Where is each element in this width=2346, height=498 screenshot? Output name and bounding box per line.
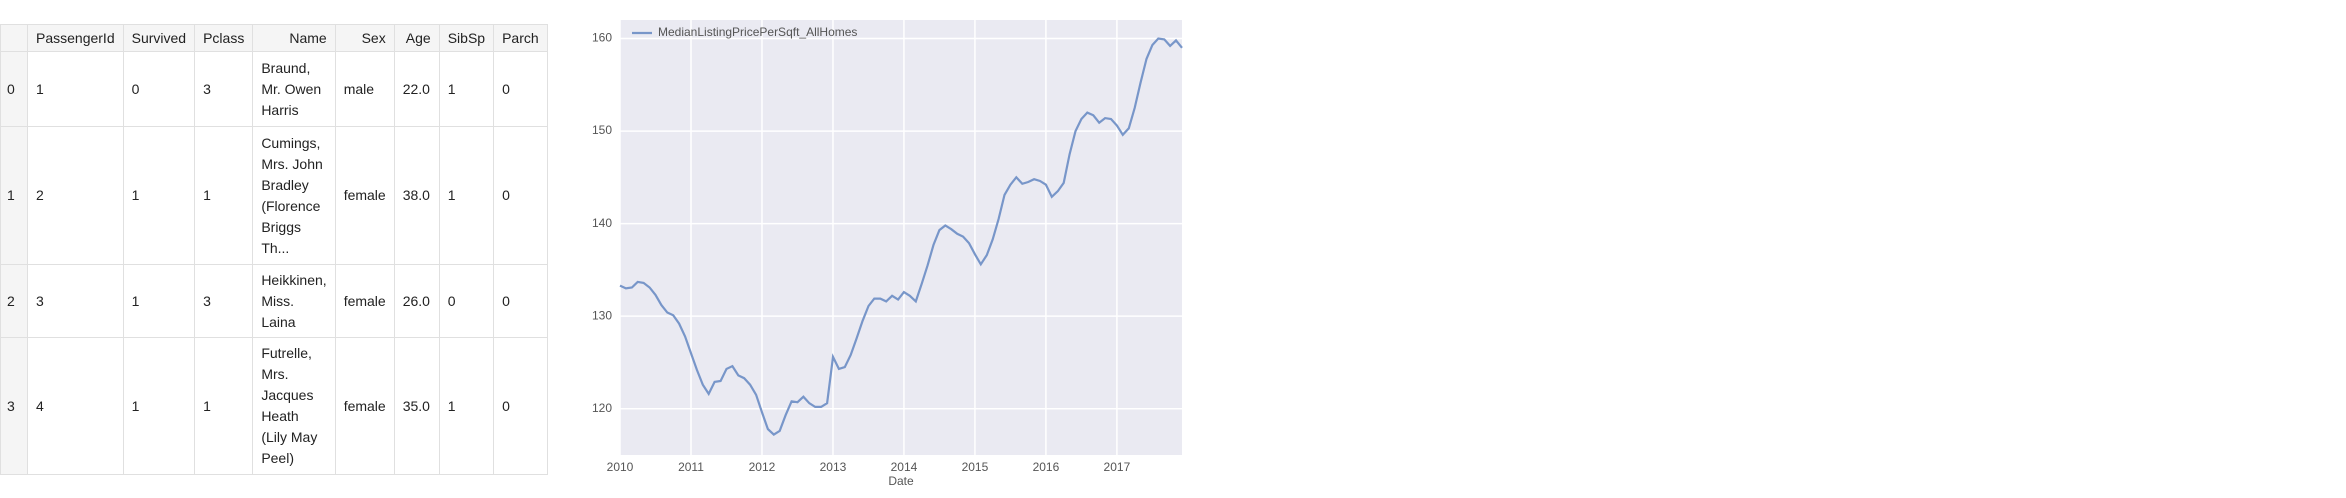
y-tick-label: 130	[592, 308, 612, 322]
table-cell: female	[334, 126, 395, 265]
x-tick-label: 2011	[678, 460, 704, 474]
table-cell: 1	[122, 126, 196, 265]
table-cell: 1	[194, 337, 254, 475]
table-cell: Braund, Mr. Owen Harris	[252, 51, 336, 127]
table-body: 0 1 0 3 Braund, Mr. Owen Harris male 22.0 1 0 1 2 1…	[0, 51, 548, 475]
table-cell: female	[334, 337, 395, 475]
table-cell: 0	[493, 337, 548, 475]
table-cell: 35.0	[393, 337, 440, 475]
table-row: 1 2 1 1 Cumings, Mrs. John Bradley (Florence…	[0, 126, 548, 265]
plot-area	[620, 20, 1182, 455]
y-tick-label: 160	[592, 31, 612, 45]
table-cell: 1	[194, 126, 254, 265]
row-index: 3	[0, 337, 28, 475]
x-tick-label: 2013	[820, 460, 847, 474]
data-table: PassengerId Survived Pclass Name Sex Age SibSp…	[0, 24, 548, 475]
y-tick-label: 150	[592, 123, 612, 137]
x-tick-label: 2016	[1033, 460, 1060, 474]
table-cell: 1	[122, 264, 196, 338]
table-cell: 0	[438, 264, 495, 338]
x-tick-label: 2015	[962, 460, 989, 474]
table-cell: 0	[122, 51, 196, 127]
row-index: 0	[0, 51, 28, 127]
table-row: 3 4 1 1 Futrelle, Mrs. Jacques Heath (Lily M…	[0, 337, 548, 475]
column-header: Parch	[493, 24, 548, 52]
table-cell: Cumings, Mrs. John Bradley (Florence Bri…	[252, 126, 336, 265]
table-cell: 4	[27, 337, 124, 475]
table-cell: 22.0	[393, 51, 440, 127]
legend-label: MedianListingPricePerSqft_AllHomes	[658, 25, 857, 39]
table-cell: 0	[493, 51, 548, 127]
row-index: 1	[0, 126, 28, 265]
x-tick-label: 2012	[749, 460, 776, 474]
table-cell: 0	[493, 126, 548, 265]
table-cell: Heikkinen, Miss. Laina	[252, 264, 336, 338]
table-cell: female	[334, 264, 395, 338]
data-line	[619, 37, 1183, 436]
x-axis-label: Date	[888, 474, 914, 488]
y-tick-label: 140	[592, 216, 612, 230]
table-cell: 1	[122, 337, 196, 475]
y-tick-label: 120	[592, 401, 612, 415]
table-cell: 3	[194, 51, 254, 127]
table-cell: 1	[438, 337, 495, 475]
column-header: Name	[252, 24, 336, 52]
table-cell: 0	[493, 264, 548, 338]
row-index: 2	[0, 264, 28, 338]
table-cell: 3	[194, 264, 254, 338]
table-cell: 26.0	[393, 264, 440, 338]
index-header	[0, 24, 28, 52]
table-cell: Futrelle, Mrs. Jacques Heath (Lily May P…	[252, 337, 336, 475]
column-header: Age	[393, 24, 440, 52]
table-cell: male	[334, 51, 395, 127]
column-header: SibSp	[438, 24, 495, 52]
x-tick-label: 2014	[891, 460, 918, 474]
column-header: Survived	[122, 24, 196, 52]
table-cell: 2	[27, 126, 124, 265]
column-header: Sex	[334, 24, 395, 52]
table-cell: 1	[438, 126, 495, 265]
x-tick-label: 2010	[607, 460, 634, 474]
x-tick-label: 2017	[1104, 460, 1131, 474]
